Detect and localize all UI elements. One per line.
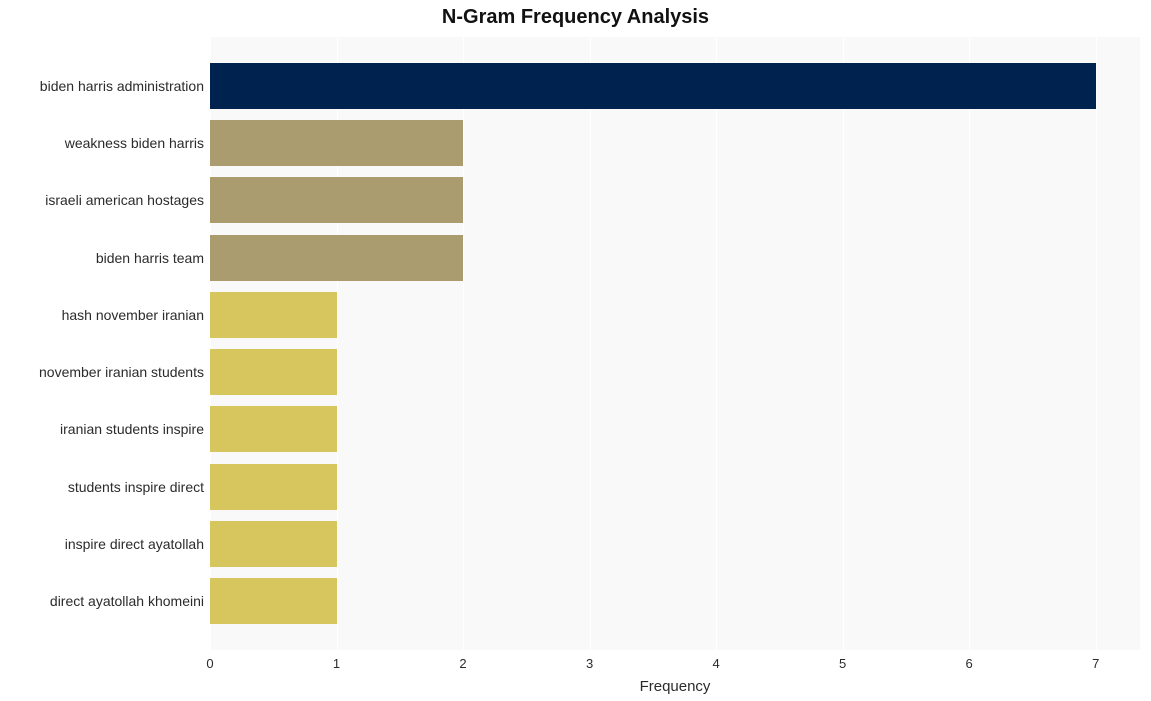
y-tick-label: biden harris team — [96, 250, 204, 266]
x-tick-label: 7 — [1092, 656, 1099, 671]
y-tick-label: hash november iranian — [62, 307, 204, 323]
bar — [210, 464, 337, 510]
bar — [210, 63, 1096, 109]
y-tick-label: students inspire direct — [68, 479, 204, 495]
grid-line — [590, 37, 591, 650]
bar — [210, 292, 337, 338]
y-tick-label: weakness biden harris — [65, 135, 204, 151]
plot-area — [210, 37, 1140, 650]
y-tick-label: direct ayatollah khomeini — [50, 593, 204, 609]
x-axis-title: Frequency — [210, 678, 1140, 695]
y-tick-label: inspire direct ayatollah — [65, 536, 204, 552]
x-tick-label: 5 — [839, 656, 846, 671]
grid-line — [716, 37, 717, 650]
x-tick-label: 6 — [966, 656, 973, 671]
x-tick-label: 0 — [206, 656, 213, 671]
bar — [210, 406, 337, 452]
bar — [210, 177, 463, 223]
y-tick-label: iranian students inspire — [60, 421, 204, 437]
y-tick-label: israeli american hostages — [45, 192, 204, 208]
x-tick-label: 2 — [459, 656, 466, 671]
grid-line — [969, 37, 970, 650]
ngram-chart: N-Gram Frequency Analysis Frequency 0 1 2 3… — [0, 0, 1151, 701]
y-tick-label: biden harris administration — [40, 78, 204, 94]
bar — [210, 349, 337, 395]
bar — [210, 521, 337, 567]
x-tick-label: 1 — [333, 656, 340, 671]
y-tick-label: november iranian students — [39, 364, 204, 380]
x-tick-label: 3 — [586, 656, 593, 671]
x-tick-label: 4 — [712, 656, 719, 671]
grid-line — [1096, 37, 1097, 650]
bar — [210, 578, 337, 624]
grid-line — [843, 37, 844, 650]
chart-title: N-Gram Frequency Analysis — [0, 6, 1151, 29]
bar — [210, 120, 463, 166]
grid-line — [463, 37, 464, 650]
bar — [210, 235, 463, 281]
